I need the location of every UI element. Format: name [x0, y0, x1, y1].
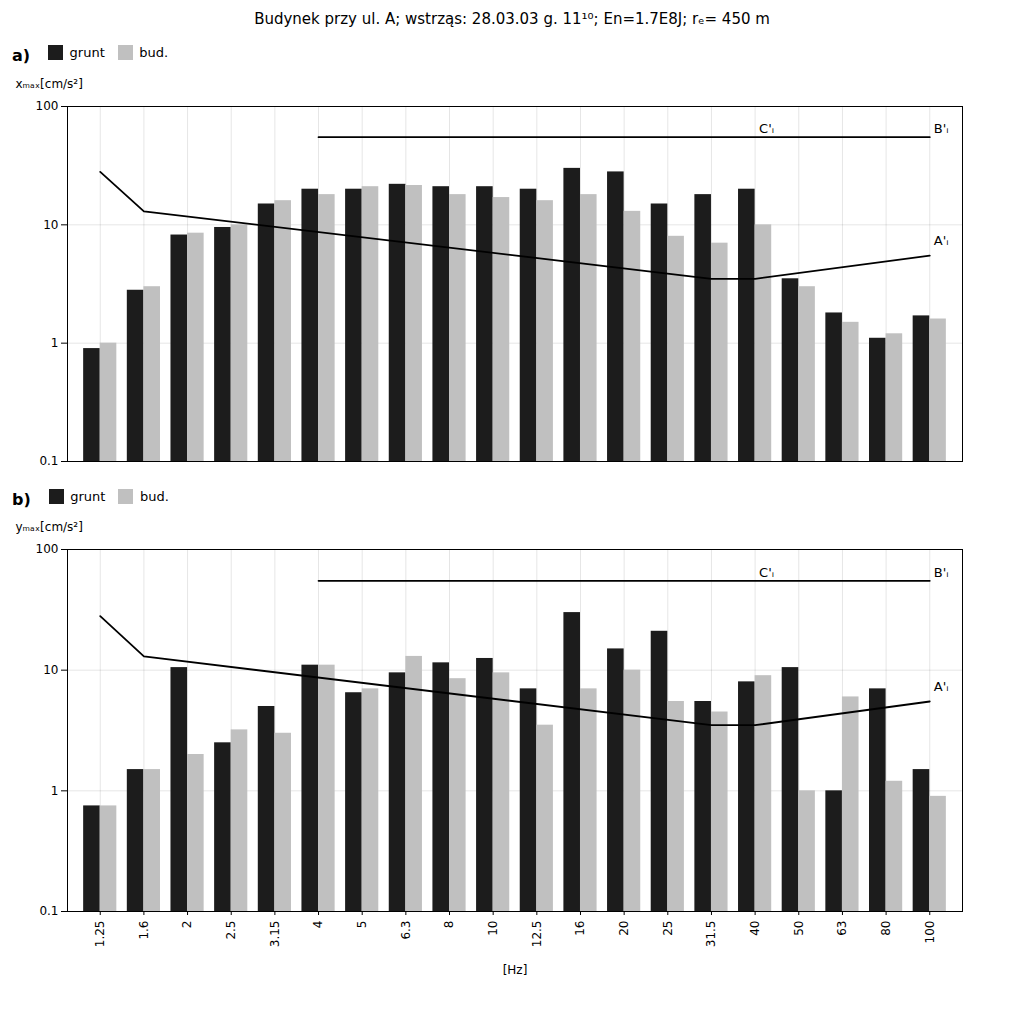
svg-text:yₘₐₓ[cm/s²]: yₘₐₓ[cm/s²]	[16, 520, 83, 534]
svg-text:40: 40	[748, 921, 762, 936]
svg-text:A'ᵢ: A'ᵢ	[934, 679, 949, 694]
svg-text:1.6: 1.6	[137, 921, 151, 940]
svg-text:A'ᵢ: A'ᵢ	[934, 232, 949, 247]
svg-text:10: 10	[43, 217, 58, 231]
svg-text:0.1: 0.1	[39, 454, 58, 468]
svg-text:C'ᵢ: C'ᵢ	[759, 565, 774, 580]
svg-text:16: 16	[573, 921, 587, 936]
svg-text:80: 80	[879, 921, 893, 936]
svg-text:6.3: 6.3	[399, 921, 413, 940]
svg-text:100: 100	[36, 99, 59, 113]
svg-text:C'ᵢ: C'ᵢ	[759, 121, 774, 136]
html-text:bud.: bud.	[140, 488, 169, 504]
html-text:grunt: grunt	[69, 45, 105, 60]
svg-text:[Hz]: [Hz]	[503, 963, 528, 977]
svg-text:31.5: 31.5	[704, 921, 718, 948]
svg-text:63: 63	[835, 921, 849, 936]
svg-text:1: 1	[51, 784, 59, 798]
html-text:Budynek przy ul. A; wstrząs: 2: Budynek przy ul. A; wstrząs: 28.03.03 g.…	[254, 10, 770, 28]
svg-text:1.25: 1.25	[93, 921, 107, 948]
svg-text:B'ᵢ: B'ᵢ	[934, 121, 949, 136]
svg-text:50: 50	[792, 921, 806, 936]
html-text:bud.: bud.	[139, 45, 169, 60]
svg-text:12.5: 12.5	[530, 921, 544, 948]
html-text:grunt: grunt	[70, 488, 106, 504]
svg-text:3.15: 3.15	[268, 921, 282, 948]
svg-text:10: 10	[43, 663, 58, 677]
svg-text:2.5: 2.5	[224, 921, 238, 940]
html-text:a): a)	[12, 46, 31, 66]
svg-text:20: 20	[617, 921, 631, 936]
svg-text:0.1: 0.1	[39, 904, 58, 918]
svg-text:100: 100	[923, 921, 937, 944]
svg-text:B'ᵢ: B'ᵢ	[934, 565, 949, 580]
svg-text:5: 5	[355, 921, 369, 929]
svg-text:8: 8	[442, 921, 456, 929]
svg-text:1: 1	[51, 336, 59, 350]
svg-text:10: 10	[486, 921, 500, 936]
svg-text:4: 4	[311, 921, 325, 929]
svg-text:xₘₐₓ[cm/s²]: xₘₐₓ[cm/s²]	[16, 77, 83, 91]
svg-text:2: 2	[180, 921, 194, 929]
svg-text:100: 100	[36, 542, 59, 556]
html-text:b): b)	[12, 489, 31, 509]
svg-text:25: 25	[661, 921, 675, 936]
